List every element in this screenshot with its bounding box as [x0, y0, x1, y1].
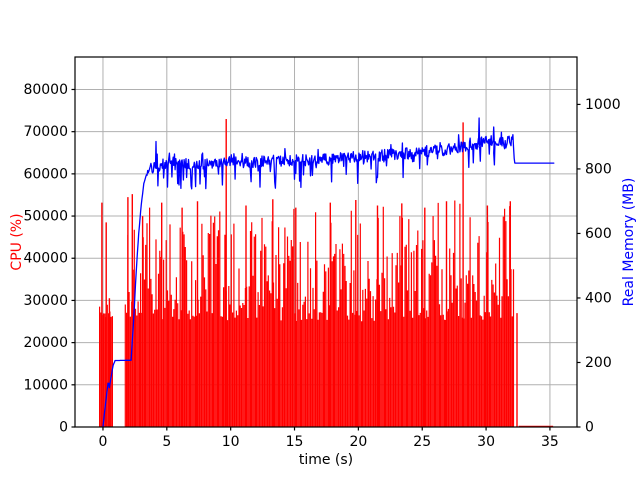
left-axis-label: CPU (%) — [9, 213, 25, 270]
series-layer — [99, 117, 555, 428]
plot-border — [74, 56, 578, 428]
left-tick-label: 70000 — [23, 124, 68, 140]
right-axis-label: Real Memory (MB) — [621, 178, 637, 307]
left-tick-label: 40000 — [23, 251, 68, 267]
left-tick-label: 10000 — [23, 377, 68, 393]
tick-label-layer: 0 5 10 15 20 25 30 3501000020000300004000050000… — [23, 82, 620, 450]
x-tick-label: 10 — [222, 434, 240, 450]
right-tick-label: 800 — [585, 161, 612, 177]
x-tick-label: 15 — [286, 434, 304, 450]
x-tick-label: 20 — [349, 434, 367, 450]
right-tick-label: 400 — [585, 290, 612, 306]
right-tick-label: 0 — [585, 420, 594, 436]
memory-series-path — [102, 117, 555, 428]
right-tick-label: 600 — [585, 226, 612, 242]
left-tick-label: 50000 — [23, 209, 68, 225]
x-axis-label: time (s) — [299, 452, 353, 468]
left-tick-label: 20000 — [23, 335, 68, 351]
x-tick-label: 35 — [541, 434, 559, 450]
left-tick-label: 80000 — [23, 82, 68, 98]
x-tick-label: 0 — [99, 434, 108, 450]
cpu-spikes-path — [101, 119, 518, 427]
right-tick-label: 200 — [585, 355, 612, 371]
right-tick-label: 1000 — [585, 97, 621, 113]
left-tick-label: 60000 — [23, 166, 68, 182]
x-tick-label: 25 — [413, 434, 431, 450]
left-tick-label: 30000 — [23, 293, 68, 309]
left-tick-label: 0 — [59, 420, 68, 436]
x-tick-label: 5 — [162, 434, 171, 450]
tick-layer — [71, 88, 581, 431]
x-tick-label: 30 — [477, 434, 495, 450]
